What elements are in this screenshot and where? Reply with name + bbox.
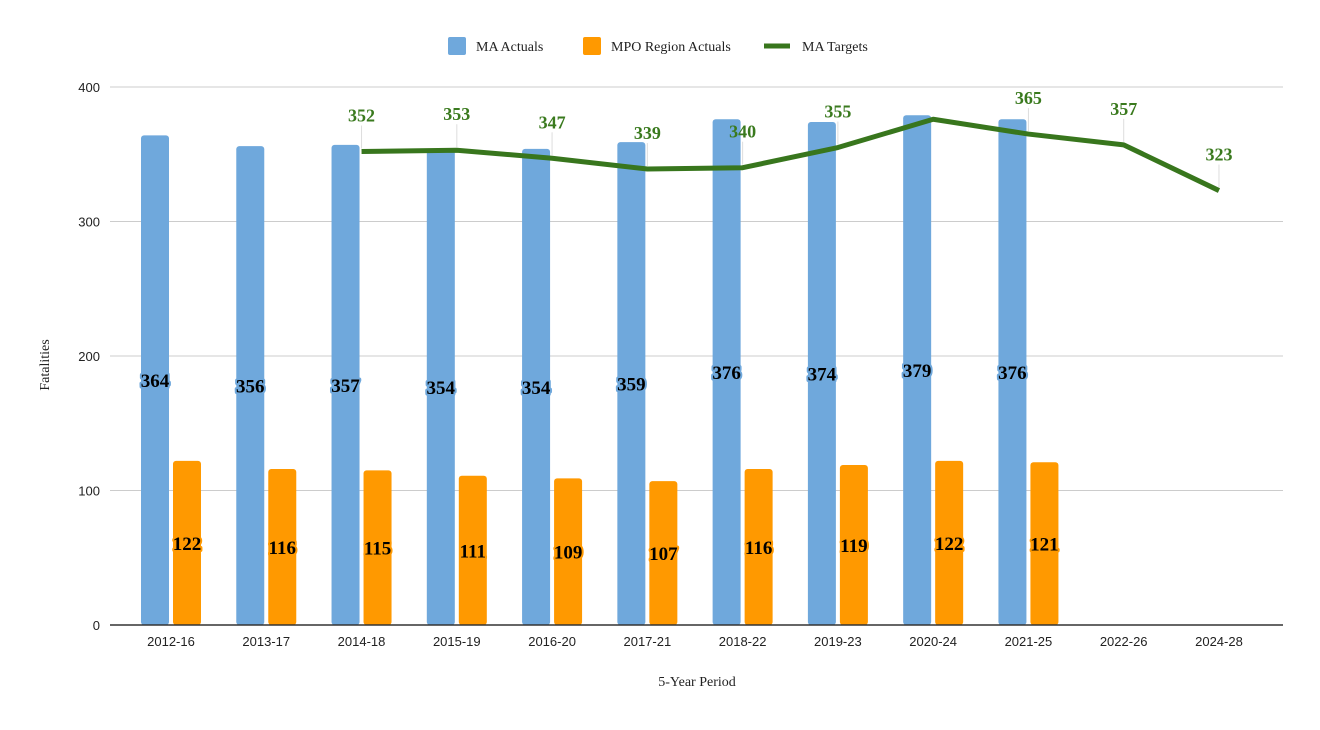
bar-mpo-actuals	[363, 470, 392, 625]
data-label-mpo-actuals: 121	[1030, 535, 1059, 556]
bar-ma-actuals	[712, 119, 741, 625]
data-label-mpo-actuals: 107	[649, 544, 678, 565]
target-line	[361, 116, 1221, 193]
x-tick-label: 2022-26	[1100, 634, 1148, 649]
data-label-ma-targets: 352	[348, 106, 375, 126]
x-tick-label: 2012-16	[147, 634, 195, 649]
data-label-mpo-actuals: 122	[935, 534, 964, 555]
bar-mpo-actuals	[1030, 462, 1059, 625]
data-label-mpo-actuals: 119	[840, 536, 867, 557]
x-tick-label: 2017-21	[623, 634, 671, 649]
data-label-ma-actuals: 356	[236, 377, 265, 398]
data-label-ma-actuals: 376	[712, 363, 741, 384]
data-label-ma-targets: 365	[1015, 88, 1042, 108]
data-labels: 364 356 357 354 354 359 376 374 379 376 122 116 115 1…	[139, 88, 1233, 567]
bar-mpo-actuals	[744, 468, 773, 625]
x-axis-title: 5-Year Period	[658, 675, 736, 690]
data-label-mpo-actuals: 122	[173, 534, 202, 555]
data-label-ma-targets: 339	[634, 123, 661, 143]
data-label-mpo-actuals: 116	[745, 538, 772, 559]
x-tick-label: 2020-24	[909, 634, 957, 649]
data-label-mpo-actuals: 115	[364, 539, 391, 560]
x-tick-label: 2013-17	[242, 634, 290, 649]
data-label-ma-actuals: 376	[998, 363, 1027, 384]
bar-ma-actuals	[903, 115, 932, 626]
bar-mpo-actuals	[649, 481, 678, 625]
data-label-ma-actuals: 364	[141, 371, 170, 392]
data-label-ma-actuals: 354	[522, 378, 551, 399]
data-label-ma-actuals: 374	[808, 364, 837, 385]
legend-swatch-0	[448, 37, 466, 55]
data-label-ma-targets: 355	[824, 102, 851, 122]
y-tick-label: 200	[78, 349, 100, 364]
bars	[141, 115, 1059, 626]
legend-label: MPO Region Actuals	[611, 40, 731, 55]
data-label-ma-actuals: 379	[903, 361, 932, 382]
bar-ma-actuals	[236, 146, 265, 625]
line-ma-targets	[361, 116, 1221, 193]
legend: MA Actuals MPO Region Actuals MA Targets	[448, 37, 868, 55]
grid	[110, 86, 1283, 491]
x-tick-label: 2019-23	[814, 634, 862, 649]
bar-mpo-actuals	[458, 475, 487, 625]
x-tick-label: 2016-20	[528, 634, 576, 649]
y-tick-label: 300	[78, 215, 100, 230]
data-label-mpo-actuals: 116	[269, 538, 296, 559]
data-label-ma-targets: 347	[539, 112, 566, 132]
bar-ma-actuals	[426, 148, 455, 625]
bar-mpo-actuals	[839, 464, 868, 625]
x-tick-label: 2024-28	[1195, 634, 1243, 649]
legend-label: MA Actuals	[476, 40, 543, 55]
bar-ma-actuals	[998, 119, 1027, 625]
y-axis-title: Fatalities	[38, 339, 53, 390]
x-tick-label: 2015-19	[433, 634, 481, 649]
data-label-ma-actuals: 354	[427, 378, 456, 399]
bar-ma-actuals	[807, 121, 836, 625]
legend-swatch-1	[583, 37, 601, 55]
data-label-ma-actuals: 359	[617, 375, 646, 396]
data-label-mpo-actuals: 111	[460, 541, 486, 562]
bar-mpo-actuals	[173, 460, 201, 625]
axes: 0 100 200 300 400 2012-16 2013-17 2014-18 2015-1…	[78, 80, 1283, 649]
y-tick-label: 400	[78, 80, 100, 95]
legend-label: MA Targets	[802, 40, 868, 55]
data-label-mpo-actuals: 109	[554, 543, 583, 564]
bar-mpo-actuals	[554, 478, 583, 625]
data-label-ma-targets: 340	[729, 122, 756, 142]
x-tick-label: 2014-18	[338, 634, 386, 649]
bar-ma-actuals	[331, 144, 360, 625]
bar-ma-actuals	[617, 142, 646, 625]
bar-ma-actuals	[141, 135, 169, 626]
x-tick-label: 2018-22	[719, 634, 767, 649]
data-label-ma-actuals: 357	[331, 376, 360, 397]
bar-ma-actuals	[522, 148, 551, 625]
x-tick-label: 2021-25	[1005, 634, 1053, 649]
y-tick-label: 100	[78, 484, 100, 499]
data-label-ma-targets: 353	[443, 104, 470, 124]
data-label-ma-targets: 357	[1110, 99, 1137, 119]
bar-mpo-actuals	[268, 468, 297, 625]
bar-mpo-actuals	[935, 460, 964, 625]
y-tick-label: 0	[93, 618, 100, 633]
data-label-ma-targets: 323	[1205, 145, 1232, 165]
